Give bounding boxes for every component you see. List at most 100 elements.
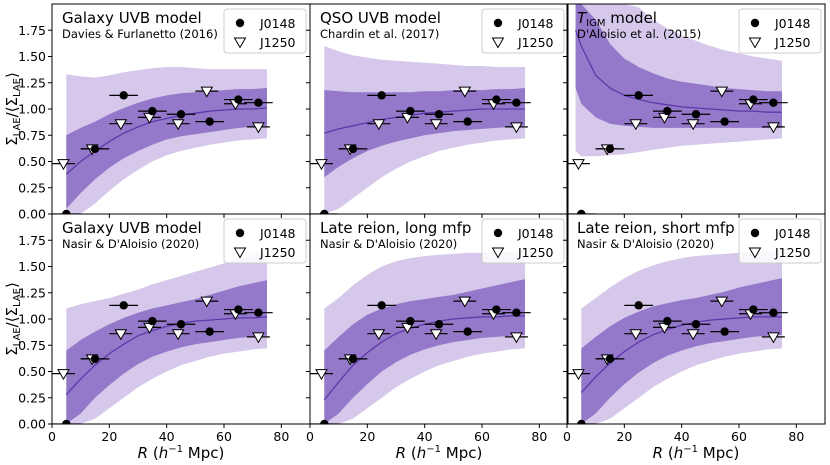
legend-j0148-label: J0148 <box>259 226 296 241</box>
x-tick-label: 80 <box>273 429 289 444</box>
y-tick-label: 0.00 <box>18 207 46 222</box>
x-tick-label: 40 <box>417 429 433 444</box>
j0148-point <box>434 110 444 119</box>
j0148-point <box>234 305 243 314</box>
j0148-point <box>119 301 128 310</box>
j0148-point <box>234 95 243 104</box>
y-tick-label: 0.25 <box>18 390 46 405</box>
j1250-point <box>372 119 386 131</box>
j1250-point <box>767 332 780 344</box>
j1250-point <box>458 86 472 98</box>
j0148-point <box>62 209 71 214</box>
x-tick-label: 60 <box>216 429 232 444</box>
j0148-point <box>720 327 729 336</box>
panel-title: TIGM model <box>577 9 657 29</box>
legend-j1250-label: J1250 <box>774 245 811 260</box>
j0148-point <box>119 91 128 100</box>
x-tick-label: 20 <box>616 429 632 444</box>
j0148-point <box>749 95 758 104</box>
x-tick-label: 40 <box>159 429 175 444</box>
y-tick-label: 1.25 <box>18 75 46 90</box>
j0148-point <box>148 106 157 116</box>
j1250-point <box>57 369 70 381</box>
inner-band <box>66 280 267 424</box>
j0148-point <box>577 419 586 424</box>
j0148-point <box>254 308 263 317</box>
legend-j1250-label: J1250 <box>259 35 296 50</box>
j1250-point <box>114 119 128 131</box>
j1250-point <box>429 119 443 131</box>
j1250-point <box>114 329 128 341</box>
y-tick-label: 0.00 <box>18 417 46 432</box>
j1250-point <box>686 329 700 341</box>
j0148-point <box>663 106 672 116</box>
legend-j1250-marker <box>233 247 247 259</box>
j0148-point <box>348 144 358 154</box>
y-tick-label: 0.50 <box>18 154 46 169</box>
y-tick-label: 0.75 <box>18 128 46 143</box>
panel-subtitle: Nasir & D'Aloisio (2020) <box>320 237 457 251</box>
j1250-point <box>252 332 265 344</box>
x-axis-label: R (h−1 Mpc) <box>396 444 483 462</box>
panel-subtitle: Nasir & D'Aloisio (2020) <box>62 237 199 251</box>
x-tick-label: 60 <box>731 429 747 444</box>
j0148-point <box>663 316 672 326</box>
j0148-point <box>348 354 358 364</box>
plot-area <box>310 46 531 214</box>
j1250-point <box>629 119 643 131</box>
legend-j1250-marker <box>491 247 505 259</box>
x-tick-label: 80 <box>788 429 804 444</box>
y-tick-label: 1.00 <box>18 102 46 117</box>
model-median-line <box>574 30 782 113</box>
legend-j1250-label: J1250 <box>517 35 554 50</box>
j0148-point <box>205 327 214 336</box>
j0148-point <box>634 301 643 310</box>
j1250-point <box>252 122 265 134</box>
j0148-point <box>434 320 444 329</box>
j0148-point <box>691 320 701 329</box>
j0148-point <box>148 316 157 326</box>
y-tick-label: 1.50 <box>18 49 46 64</box>
j0148-point <box>577 209 586 214</box>
j1250-point <box>315 369 328 381</box>
j1250-point <box>686 119 700 131</box>
j1250-point <box>171 329 185 341</box>
j0148-point <box>90 354 100 364</box>
legend-j0148-label: J0148 <box>259 16 296 31</box>
j0148-point <box>492 305 501 314</box>
legend-box <box>481 218 565 264</box>
legend-j1250-marker <box>491 37 505 49</box>
panel-subtitle: D'Aloisio et al. (2015) <box>577 27 701 41</box>
j0148-point <box>749 305 758 314</box>
j1250-point <box>171 119 185 131</box>
j0148-point <box>720 117 729 126</box>
j1250-point <box>715 86 729 98</box>
panel-title: Late reion, short mfp <box>577 219 735 237</box>
j1250-point <box>767 122 780 134</box>
y-tick-label: 1.75 <box>18 233 46 248</box>
j0148-point <box>512 98 521 107</box>
j1250-point <box>572 369 585 381</box>
inner-band <box>575 4 782 128</box>
j1250-point <box>572 159 585 171</box>
y-axis-label: ΣLAE/⟨ΣLAE⟩ <box>3 72 23 146</box>
j1250-point <box>200 86 214 98</box>
legend-j1250-label: J1250 <box>774 35 811 50</box>
panel-subtitle: Chardin et al. (2017) <box>320 27 439 41</box>
j0148-point <box>605 144 615 154</box>
legend-j0148-marker <box>493 228 503 238</box>
x-tick-label: 0 <box>48 429 56 444</box>
legend-j0148-marker <box>235 18 245 28</box>
y-tick-label: 1.75 <box>18 23 46 38</box>
legend-j0148-marker <box>750 228 760 238</box>
plot-area <box>52 250 273 424</box>
j0148-point <box>406 316 415 326</box>
j0148-point <box>769 308 778 317</box>
y-tick-label: 1.00 <box>18 312 46 327</box>
j0148-point <box>377 301 386 310</box>
j1250-point <box>429 329 443 341</box>
panel-title: Galaxy UVB model <box>62 219 202 237</box>
legend-box <box>223 8 307 54</box>
